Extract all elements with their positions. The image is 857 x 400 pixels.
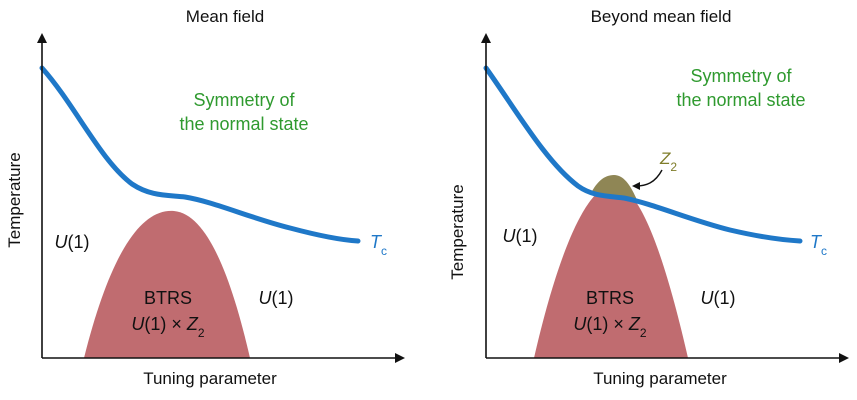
y-axis-label: Temperature: [5, 152, 24, 247]
z2-arrow: [632, 169, 663, 190]
x-axis-label: Tuning parameter: [593, 369, 727, 388]
panel-beyond-mean-field: Beyond mean field Tuning parameter Tempe…: [448, 7, 849, 388]
dome-label-line2: U(1) × Z2: [131, 314, 205, 340]
panel-mean-field: Mean field Tuning parameter Temperature …: [5, 7, 405, 388]
left-region-label: U(1): [55, 232, 90, 252]
symmetry-label-line2: the normal state: [676, 90, 805, 110]
dome-label-line2: U(1) × Z2: [573, 314, 647, 340]
symmetry-label-line2: the normal state: [179, 114, 308, 134]
tc-label: Tc: [370, 232, 387, 258]
y-axis-label: Temperature: [448, 184, 467, 279]
left-region-label: U(1): [503, 226, 538, 246]
right-region-label: U(1): [259, 288, 294, 308]
panel-title: Mean field: [186, 7, 264, 26]
panel-title: Beyond mean field: [591, 7, 732, 26]
tc-label: Tc: [810, 232, 827, 258]
right-region-label: U(1): [701, 288, 736, 308]
symmetry-label-line1: Symmetry of: [690, 66, 792, 86]
x-axis-label: Tuning parameter: [143, 369, 277, 388]
tc-curve: [39, 65, 361, 244]
tc-curve: [483, 65, 803, 244]
z2-label: Z2: [659, 149, 677, 174]
btrs-dome: [534, 184, 688, 358]
btrs-dome: [84, 210, 250, 358]
dome-label-line1: BTRS: [586, 288, 634, 308]
symmetry-label-line1: Symmetry of: [193, 90, 295, 110]
dome-label-line1: BTRS: [144, 288, 192, 308]
